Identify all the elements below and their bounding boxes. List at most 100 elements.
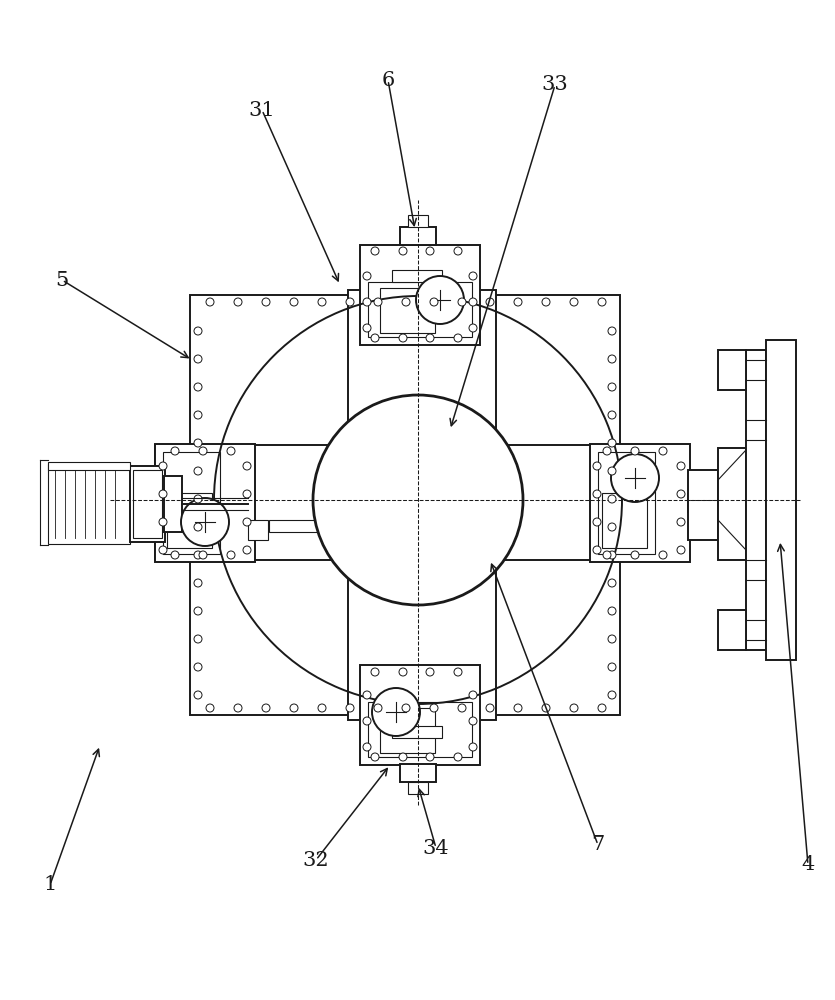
Circle shape (593, 490, 601, 498)
Circle shape (469, 691, 477, 699)
Circle shape (593, 462, 601, 470)
Circle shape (608, 663, 616, 671)
Circle shape (194, 551, 202, 559)
Circle shape (199, 447, 207, 455)
Circle shape (194, 383, 202, 391)
Circle shape (318, 704, 326, 712)
Bar (55, 470, 123, 538)
Circle shape (243, 462, 251, 470)
Circle shape (454, 334, 462, 342)
Bar (706, 496, 718, 508)
Circle shape (608, 327, 616, 335)
Circle shape (371, 247, 379, 255)
Bar (688, 470, 718, 540)
Bar (380, 288, 435, 333)
Circle shape (262, 704, 270, 712)
Text: 34: 34 (423, 838, 449, 857)
Bar (718, 448, 746, 560)
Text: 31: 31 (249, 101, 276, 119)
Circle shape (608, 579, 616, 587)
Circle shape (363, 743, 371, 751)
Circle shape (399, 334, 407, 342)
Circle shape (290, 298, 298, 306)
Bar (688, 494, 708, 512)
Circle shape (206, 298, 214, 306)
Text: 33: 33 (542, 76, 569, 95)
Circle shape (399, 753, 407, 761)
Circle shape (371, 668, 379, 676)
Circle shape (363, 717, 371, 725)
Circle shape (659, 447, 667, 455)
Circle shape (426, 247, 434, 255)
Circle shape (234, 704, 242, 712)
Bar (380, 708, 435, 753)
Circle shape (159, 490, 167, 498)
Bar (392, 726, 442, 738)
Bar (746, 350, 766, 650)
Text: 4: 4 (802, 856, 815, 874)
Circle shape (514, 704, 522, 712)
Text: 1: 1 (43, 876, 57, 894)
Circle shape (514, 298, 522, 306)
Circle shape (206, 704, 214, 712)
Circle shape (469, 717, 477, 725)
Circle shape (159, 518, 167, 526)
Circle shape (374, 704, 382, 712)
Circle shape (426, 668, 434, 676)
Circle shape (374, 298, 382, 306)
Circle shape (608, 691, 616, 699)
Circle shape (363, 324, 371, 332)
Circle shape (486, 704, 494, 712)
Circle shape (611, 454, 659, 502)
Text: 5: 5 (55, 270, 68, 290)
Bar (135, 494, 157, 512)
Bar (155, 445, 685, 560)
Bar (368, 282, 472, 337)
Circle shape (570, 704, 578, 712)
Bar (408, 782, 428, 794)
Circle shape (243, 546, 251, 554)
Bar (48, 462, 130, 470)
Circle shape (677, 518, 685, 526)
Circle shape (194, 579, 202, 587)
Bar (360, 245, 480, 345)
Circle shape (194, 327, 202, 335)
Circle shape (313, 395, 523, 605)
Bar (766, 340, 796, 660)
Circle shape (631, 447, 639, 455)
Circle shape (454, 247, 462, 255)
Circle shape (486, 298, 494, 306)
Bar (368, 702, 472, 757)
Circle shape (598, 298, 606, 306)
Circle shape (194, 355, 202, 363)
Bar (113, 496, 137, 508)
Circle shape (430, 298, 438, 306)
Circle shape (171, 551, 179, 559)
Circle shape (194, 523, 202, 531)
Circle shape (454, 753, 462, 761)
Text: 6: 6 (382, 70, 395, 90)
Circle shape (371, 334, 379, 342)
Circle shape (399, 668, 407, 676)
Circle shape (194, 663, 202, 671)
Circle shape (458, 704, 466, 712)
Circle shape (199, 551, 207, 559)
Bar (602, 493, 647, 548)
Circle shape (262, 298, 270, 306)
Circle shape (363, 691, 371, 699)
Circle shape (598, 704, 606, 712)
Bar (360, 665, 480, 765)
Circle shape (399, 247, 407, 255)
Bar (155, 444, 255, 562)
Circle shape (677, 546, 685, 554)
Bar (163, 452, 220, 554)
Circle shape (608, 551, 616, 559)
Circle shape (608, 383, 616, 391)
Circle shape (608, 439, 616, 447)
Circle shape (227, 447, 235, 455)
Text: 32: 32 (302, 850, 329, 869)
Circle shape (608, 411, 616, 419)
Circle shape (608, 635, 616, 643)
Circle shape (454, 668, 462, 676)
Circle shape (603, 551, 611, 559)
